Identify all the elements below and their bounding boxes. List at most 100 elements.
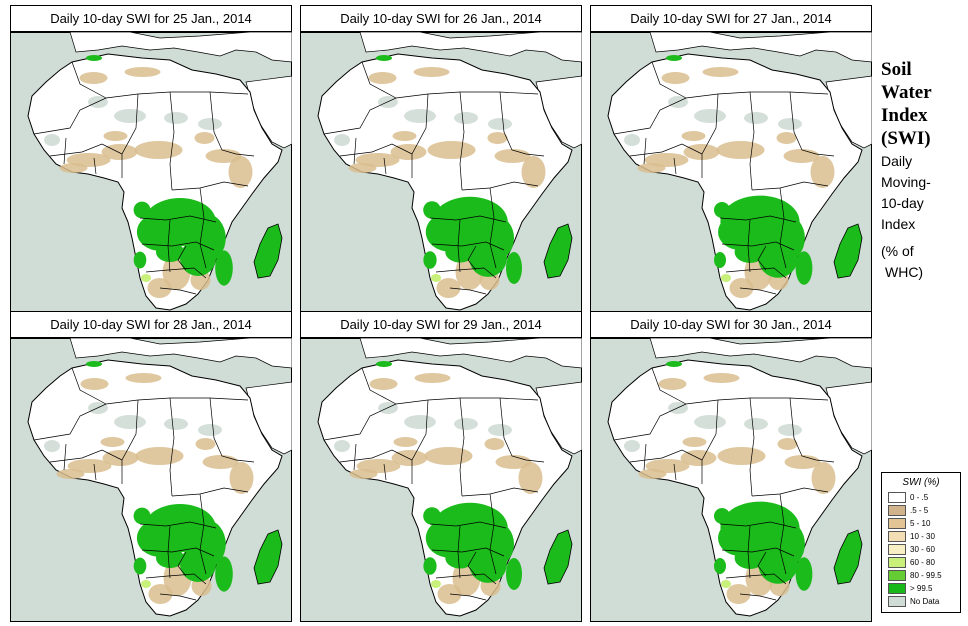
country-border xyxy=(719,521,797,529)
africa-map-svg xyxy=(590,338,872,622)
panel-title: Daily 10-day SWI for 26 Jan., 2014 xyxy=(300,5,582,32)
africa-map-svg xyxy=(10,338,292,622)
no-data-patch xyxy=(488,424,512,436)
dry-soil-patch xyxy=(124,67,161,77)
panel-title: Daily 10-day SWI for 27 Jan., 2014 xyxy=(590,5,872,32)
country-border xyxy=(383,463,387,481)
dry-soil-patch xyxy=(777,438,798,450)
no-data-patch xyxy=(164,418,188,430)
country-border xyxy=(749,91,755,191)
africa-map xyxy=(590,32,872,316)
country-border xyxy=(177,245,187,271)
country-border xyxy=(747,525,751,579)
country-border xyxy=(145,573,207,585)
country-border xyxy=(199,187,207,269)
dry-soil-patch xyxy=(776,132,797,144)
no-data-patch xyxy=(778,424,802,436)
dry-soil-patch xyxy=(683,144,720,160)
dry-soil-patch xyxy=(67,459,112,473)
dry-soil-patch xyxy=(135,447,184,465)
country-border xyxy=(339,449,413,463)
dry-soil-patch xyxy=(348,163,377,173)
wet-soil-patch xyxy=(445,241,475,263)
madagascar xyxy=(543,529,573,585)
dry-soil-patch xyxy=(100,437,125,447)
moist-soil-patch xyxy=(721,274,731,282)
legend-label: 60 - 80 xyxy=(910,558,935,567)
madagascar xyxy=(543,223,573,279)
country-border xyxy=(629,449,703,463)
wet-soil-patch xyxy=(666,55,682,61)
dry-soil-patch xyxy=(147,278,172,298)
country-border xyxy=(159,593,197,601)
no-data-patch xyxy=(404,109,436,123)
africa-map xyxy=(300,338,582,622)
country-border xyxy=(643,443,647,471)
country-border xyxy=(789,397,835,463)
no-data-patch xyxy=(44,134,60,146)
country-border xyxy=(789,91,835,157)
country-border xyxy=(141,547,215,557)
europe-landmass xyxy=(69,32,292,63)
country-border xyxy=(49,449,123,463)
country-border xyxy=(757,245,767,271)
country-border xyxy=(121,93,139,178)
country-border xyxy=(449,593,487,601)
legend-item: 80 - 99.5 xyxy=(888,570,958,582)
wet-soil-patch xyxy=(156,242,184,262)
country-border xyxy=(701,399,719,484)
dry-soil-patch xyxy=(228,156,253,188)
moist-soil-patch xyxy=(141,274,151,282)
country-border xyxy=(339,143,413,157)
country-border xyxy=(749,397,755,497)
country-border xyxy=(457,219,461,273)
no-data-patch xyxy=(624,440,640,452)
country-border xyxy=(411,399,429,484)
map-panel-5: Daily 10-day SWI for 29 Jan., 2014 xyxy=(300,311,582,622)
legend-label: .5 - 5 xyxy=(910,506,929,515)
wet-soil-patch xyxy=(714,202,730,218)
country-border xyxy=(779,493,787,575)
legend-label: 5 - 10 xyxy=(910,519,931,528)
wet-soil-patch xyxy=(86,361,102,367)
dry-soil-patch xyxy=(102,450,139,466)
country-border xyxy=(651,61,687,99)
map-panel-6: Daily 10-day SWI for 30 Jan., 2014 xyxy=(590,311,872,622)
dry-soil-patch xyxy=(703,373,740,383)
country-border xyxy=(429,521,507,529)
no-data-patch xyxy=(488,118,512,130)
africa-map xyxy=(590,338,872,622)
dry-soil-patch xyxy=(79,72,108,84)
dry-soil-patch xyxy=(702,67,739,77)
legend-label: > 99.5 xyxy=(910,584,933,593)
no-data-patch xyxy=(44,440,60,452)
legend-swatch xyxy=(888,557,906,568)
legend-swatch xyxy=(888,531,906,542)
dry-soil-patch xyxy=(810,156,835,188)
no-data-patch xyxy=(198,118,222,130)
country-border xyxy=(93,463,97,481)
wet-soil-patch xyxy=(506,558,522,590)
no-data-patch xyxy=(334,440,350,452)
wet-soil-patch xyxy=(469,239,507,277)
country-border xyxy=(467,551,477,577)
country-border xyxy=(461,487,539,497)
wet-soil-patch xyxy=(795,251,813,285)
country-border xyxy=(747,219,751,273)
wet-soil-patch xyxy=(133,251,147,269)
country-border xyxy=(725,267,787,279)
map-panel-4: Daily 10-day SWI for 28 Jan., 2014 xyxy=(10,311,292,622)
country-border xyxy=(739,287,777,295)
country-border xyxy=(461,181,539,191)
dry-soil-patch xyxy=(717,447,766,465)
madagascar xyxy=(253,529,283,585)
legend-swatch xyxy=(888,518,906,529)
moist-soil-patch xyxy=(141,580,151,588)
legend-label: 80 - 99.5 xyxy=(910,571,942,580)
no-data-patch xyxy=(694,109,726,123)
country-border xyxy=(751,181,829,191)
country-border xyxy=(139,215,217,223)
index-title-line: Soil xyxy=(881,59,912,80)
index-title-line: Water xyxy=(881,82,932,103)
country-border xyxy=(167,525,171,579)
